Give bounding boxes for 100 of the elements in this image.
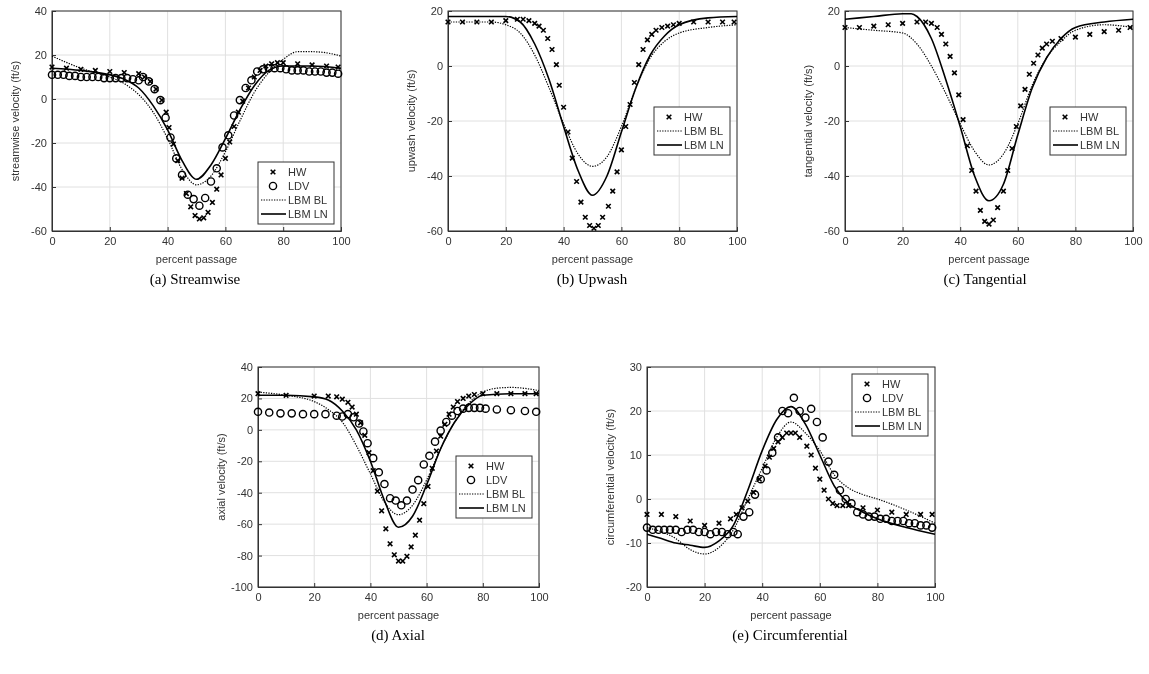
point — [927, 523, 937, 532]
point — [276, 63, 285, 73]
point — [701, 522, 708, 529]
y-tick-label: -20 — [427, 115, 443, 128]
point — [349, 412, 358, 422]
point — [316, 67, 326, 76]
point — [200, 193, 210, 203]
point — [206, 177, 216, 186]
point — [270, 63, 279, 73]
point — [177, 170, 187, 180]
point — [117, 73, 126, 83]
point — [694, 527, 704, 537]
point — [885, 21, 892, 28]
point — [852, 507, 862, 517]
point — [309, 409, 319, 419]
y-axis-title: upwash velocity (ft/s) — [405, 69, 417, 173]
point — [955, 91, 962, 98]
point — [773, 433, 783, 442]
point — [613, 168, 621, 175]
x-tick-label: 40 — [161, 234, 175, 247]
point — [556, 82, 563, 89]
point — [1034, 51, 1042, 59]
x-tick-label: 60 — [420, 590, 434, 603]
legend-label: LBM LN — [288, 208, 328, 220]
y-axis-title: axial velocity (ft/s) — [215, 433, 227, 521]
x-tick-label: 20 — [500, 234, 513, 247]
point — [711, 527, 721, 537]
x-axis-title: percent passage — [551, 253, 634, 265]
point — [717, 527, 727, 537]
x-axis-title: percent passage — [750, 609, 832, 621]
x-tick-label: 20 — [698, 590, 712, 603]
point — [733, 529, 743, 539]
y-axis-title: streamwise velocity (ft/s) — [9, 60, 21, 182]
legend-label: LBM LN — [684, 139, 724, 151]
legend-label: HW — [1080, 111, 1099, 123]
point — [82, 72, 91, 82]
point — [293, 66, 302, 75]
point — [368, 453, 378, 463]
point — [349, 403, 356, 411]
point — [436, 426, 445, 435]
y-tick-label: 20 — [240, 392, 253, 405]
point — [402, 496, 412, 505]
x-tick-label: 100 — [332, 234, 351, 247]
point — [328, 68, 337, 77]
point — [464, 403, 474, 413]
y-tick-label: 20 — [827, 5, 840, 18]
point — [864, 512, 874, 521]
y-tick-label: -60 — [237, 518, 253, 531]
point — [59, 70, 68, 80]
x-tick-label: 20 — [308, 590, 321, 603]
point — [688, 525, 698, 535]
text: (b) Upwash — [556, 271, 628, 288]
point — [801, 413, 810, 422]
point — [333, 69, 343, 78]
point — [985, 221, 993, 228]
point — [700, 527, 709, 537]
point — [858, 510, 868, 519]
point — [111, 73, 120, 83]
point — [783, 408, 793, 418]
y-tick-label: 0 — [436, 60, 443, 73]
point — [223, 131, 233, 140]
point — [806, 404, 816, 414]
x-tick-label: 80 — [277, 234, 290, 247]
point — [553, 61, 560, 68]
point — [218, 143, 227, 152]
point — [212, 164, 222, 173]
point — [105, 73, 115, 83]
y-tick-label: 20 — [430, 5, 443, 18]
point — [48, 64, 56, 71]
x-tick-label: 0 — [842, 234, 849, 247]
y-tick-label: -80 — [237, 549, 253, 562]
x-tick-label: 0 — [644, 590, 651, 603]
x-axis-title: percent passage — [357, 609, 440, 621]
point — [870, 23, 877, 30]
x-tick-label: 40 — [364, 590, 378, 603]
x-tick-label: 80 — [673, 234, 686, 247]
point — [53, 70, 63, 80]
point — [888, 509, 895, 516]
point — [391, 551, 398, 558]
point — [729, 527, 738, 537]
legend-label: LBM BL — [882, 406, 922, 418]
x-axis-title: percent passage — [948, 253, 1030, 265]
point — [1026, 71, 1033, 78]
point — [187, 203, 194, 210]
point — [665, 525, 675, 535]
x-tick-label: 100 — [1124, 234, 1143, 247]
point — [213, 186, 220, 193]
point — [258, 65, 268, 74]
x-tick-label: 80 — [477, 590, 490, 603]
y-tick-label: 20 — [629, 405, 642, 418]
y-tick-label: 30 — [629, 361, 642, 374]
x-tick-label: 60 — [615, 234, 629, 247]
point — [887, 516, 897, 526]
x-tick-label: 0 — [255, 590, 262, 603]
point — [841, 494, 851, 504]
legend-label: LDV — [882, 392, 905, 404]
point — [795, 406, 804, 416]
point — [382, 525, 389, 532]
x-tick-label: 40 — [557, 234, 571, 247]
point — [870, 512, 879, 521]
